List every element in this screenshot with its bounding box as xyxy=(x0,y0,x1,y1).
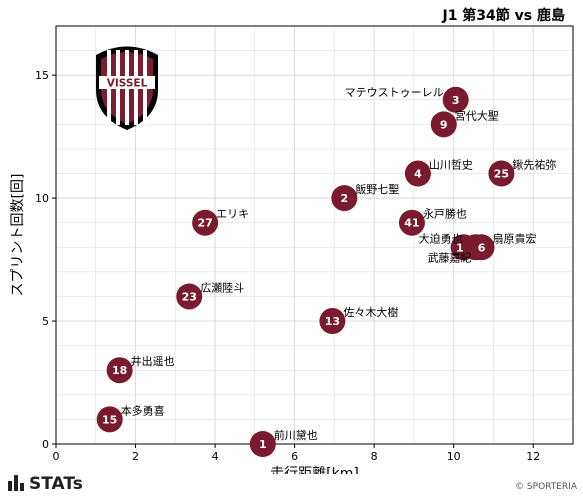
stats-logo: STATs xyxy=(8,474,83,494)
data-point: 13 xyxy=(319,308,346,335)
point-number: 1 xyxy=(259,438,267,451)
point-number: 25 xyxy=(494,168,509,181)
y-tick-label: 0 xyxy=(42,438,49,451)
point-marker xyxy=(430,111,457,138)
data-point: 41 xyxy=(398,209,425,236)
point-number: 4 xyxy=(414,168,422,181)
logo-text: VISSEL xyxy=(107,78,148,90)
point-marker xyxy=(176,283,203,310)
data-point: 9 xyxy=(430,111,457,138)
point-marker xyxy=(249,431,276,457)
point-number: 23 xyxy=(182,290,197,303)
point-label: 山川哲史 xyxy=(429,159,473,172)
point-number: 9 xyxy=(440,118,448,131)
point-marker xyxy=(96,406,123,433)
point-label: 鍬先祐弥 xyxy=(512,158,556,172)
point-label: エリキ xyxy=(216,208,249,221)
point-marker xyxy=(468,234,495,261)
stats-logo-text: STATs xyxy=(29,474,83,494)
y-axis-label: スプリント回数[回] xyxy=(10,174,26,297)
data-point: 18 xyxy=(106,357,133,384)
data-point: 2 xyxy=(331,185,358,212)
x-axis-label: 走行距離[km] xyxy=(270,465,359,474)
x-tick-label: 4 xyxy=(212,450,219,463)
point-marker xyxy=(106,357,133,384)
point-label: 扇原貴宏 xyxy=(493,231,537,245)
point-number: 41 xyxy=(404,217,419,230)
plot-area xyxy=(55,25,574,445)
point-number: 13 xyxy=(325,315,340,328)
point-marker xyxy=(442,86,469,113)
point-number: 2 xyxy=(340,192,348,205)
data-point: 15 xyxy=(96,406,123,433)
x-tick-label: 0 xyxy=(53,450,60,463)
x-tick-label: 8 xyxy=(371,450,378,463)
point-number: 15 xyxy=(102,413,117,426)
y-tick-label: 5 xyxy=(42,315,49,328)
data-point: 6 xyxy=(468,234,495,261)
point-label: 前川黛也 xyxy=(274,428,318,442)
point-label: 宮代大聖 xyxy=(455,108,499,122)
data-point: 4 xyxy=(404,160,431,187)
point-label: 本多勇喜 xyxy=(121,403,165,417)
point-marker xyxy=(404,160,431,187)
x-tick-label: 6 xyxy=(291,450,298,463)
point-label: 大迫勇也 xyxy=(419,231,463,245)
point-marker xyxy=(488,160,515,187)
point-label: 広瀬陸斗 xyxy=(200,280,244,294)
point-label: マテウストゥーレル xyxy=(345,86,444,99)
point-marker xyxy=(319,308,346,335)
point-number: 18 xyxy=(112,364,127,377)
point-marker xyxy=(331,185,358,212)
data-point: 25 xyxy=(488,160,515,187)
y-tick-label: 15 xyxy=(35,69,49,82)
point-number: 6 xyxy=(478,241,486,254)
x-tick-label: 2 xyxy=(132,450,139,463)
point-number: 27 xyxy=(197,217,212,230)
point-label: 永戸勝也 xyxy=(423,207,467,221)
point-marker xyxy=(398,209,425,236)
data-point: 1 xyxy=(249,431,276,457)
point-marker xyxy=(192,209,219,236)
point-label: 佐々木大樹 xyxy=(343,305,398,319)
data-point: 3 xyxy=(442,86,469,113)
chart-title: J1 第34節 vs 鹿島 xyxy=(442,8,565,24)
copyright: © SPORTERIA xyxy=(515,482,577,492)
point-number: 3 xyxy=(452,94,460,107)
stats-bars-icon xyxy=(8,475,24,491)
vissel-logo: VISSEL xyxy=(96,46,158,130)
point-label: 飯野七聖 xyxy=(355,182,399,196)
y-tick-label: 10 xyxy=(35,192,49,205)
point-label: 井出遥也 xyxy=(131,354,175,368)
x-tick-label: 12 xyxy=(526,450,540,463)
data-points: 151823271132414931016625マテウストゥーレル宮代大聖山川哲… xyxy=(96,86,556,457)
point-label: 武藤嘉紀 xyxy=(428,250,472,264)
x-tick-label: 10 xyxy=(447,450,461,463)
data-point: 27 xyxy=(192,209,219,236)
data-point: 23 xyxy=(176,283,203,310)
